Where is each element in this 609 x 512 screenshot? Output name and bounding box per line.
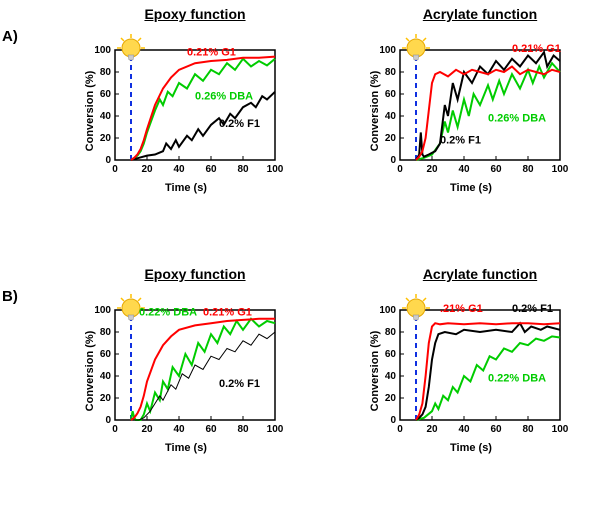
xlabel: Time (s) [450, 442, 492, 454]
ytick: 20 [100, 393, 112, 404]
xlabel: Time (s) [165, 442, 207, 454]
label-f1: 0.2% F1 [219, 118, 260, 130]
label-dba: 0.26% DBA [488, 113, 546, 125]
xtick: 80 [237, 424, 249, 435]
xtick: 60 [205, 164, 217, 175]
ytick: 60 [100, 349, 112, 360]
chart-b-acryl: 020406080100020406080100 .21% G10.22% DB… [365, 300, 565, 450]
series-f1 [131, 332, 275, 420]
label-g1: 0.21% G1 [187, 47, 236, 59]
xlabel: Time (s) [165, 182, 207, 194]
ytick: 100 [94, 45, 111, 56]
col-title-epoxy-a: Epoxy function [95, 6, 295, 22]
chart-a-acryl: 020406080100020406080100 0.21% G10.26% D… [365, 40, 565, 190]
ytick: 20 [385, 133, 397, 144]
ytick: 100 [94, 305, 111, 316]
ylabel: Conversion (%) [369, 321, 381, 421]
col-title-acryl-b: Acrylate function [380, 266, 580, 282]
ytick: 0 [105, 415, 111, 426]
ytick: 60 [100, 89, 112, 100]
ytick: 100 [379, 305, 396, 316]
xtick: 40 [458, 424, 470, 435]
ytick: 0 [105, 155, 111, 166]
label-dba: 0.22% DBA [488, 373, 546, 385]
ytick: 100 [379, 45, 396, 56]
xlabel: Time (s) [450, 182, 492, 194]
xtick: 80 [522, 424, 534, 435]
xtick: 40 [458, 164, 470, 175]
xtick: 60 [490, 424, 502, 435]
xtick: 0 [112, 424, 118, 435]
xtick: 0 [112, 164, 118, 175]
col-title-epoxy-b: Epoxy function [95, 266, 295, 282]
xtick: 100 [552, 424, 569, 435]
panel-b-label: B) [2, 288, 18, 305]
ytick: 40 [385, 111, 397, 122]
label-f1: 0.2% F1 [512, 303, 553, 315]
label-g1: 0.21% G1 [203, 307, 252, 319]
bulb-icon [117, 34, 145, 60]
xtick: 20 [426, 424, 438, 435]
label-f1: 0.2% F1 [219, 378, 260, 390]
xtick: 20 [141, 424, 153, 435]
ytick: 0 [390, 415, 396, 426]
xtick: 60 [205, 424, 217, 435]
ytick: 40 [100, 111, 112, 122]
ytick: 80 [100, 67, 112, 78]
bulb-icon [402, 34, 430, 60]
col-title-acryl-a: Acrylate function [380, 6, 580, 22]
ytick: 60 [385, 349, 397, 360]
ytick: 20 [100, 133, 112, 144]
xtick: 100 [552, 164, 569, 175]
label-g1: .21% G1 [440, 303, 483, 315]
ytick: 80 [100, 327, 112, 338]
ytick: 60 [385, 89, 397, 100]
label-dba: 0.22% DBA [139, 307, 197, 319]
xtick: 0 [397, 424, 403, 435]
xtick: 60 [490, 164, 502, 175]
label-g1: 0.21% G1 [512, 43, 561, 55]
ytick: 80 [385, 67, 397, 78]
ytick: 80 [385, 327, 397, 338]
ytick: 40 [100, 371, 112, 382]
ylabel: Conversion (%) [369, 61, 381, 161]
ylabel: Conversion (%) [84, 321, 96, 421]
xtick: 20 [141, 164, 153, 175]
xtick: 100 [267, 424, 284, 435]
label-dba: 0.26% DBA [195, 91, 253, 103]
ylabel: Conversion (%) [84, 61, 96, 161]
label-f1: 0.2% F1 [440, 135, 481, 147]
ytick: 20 [385, 393, 397, 404]
ytick: 0 [390, 155, 396, 166]
xtick: 0 [397, 164, 403, 175]
bulb-icon [402, 294, 430, 320]
xtick: 20 [426, 164, 438, 175]
xtick: 80 [237, 164, 249, 175]
xtick: 40 [173, 424, 185, 435]
panel-a-label: A) [2, 28, 18, 45]
ytick: 40 [385, 371, 397, 382]
chart-a-epoxy: 020406080100020406080100 0.21% G10.26% D… [80, 40, 280, 190]
series-g1 [131, 57, 275, 160]
xtick: 80 [522, 164, 534, 175]
xtick: 100 [267, 164, 284, 175]
chart-b-epoxy: 020406080100020406080100 0.21% G10.22% D… [80, 300, 280, 450]
xtick: 40 [173, 164, 185, 175]
